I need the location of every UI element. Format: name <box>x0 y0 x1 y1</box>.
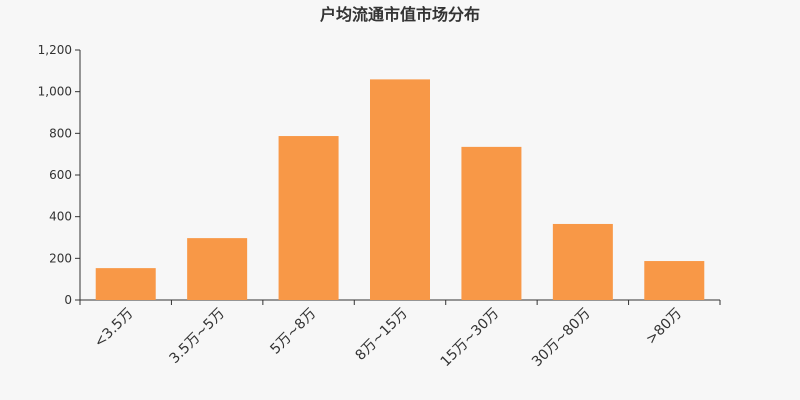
bar-1 <box>187 238 248 300</box>
x-tick-label: 8万~15万 <box>353 306 411 364</box>
x-tick-label: >80万 <box>643 306 685 348</box>
chart-title: 户均流通市值市场分布 <box>320 5 480 24</box>
y-tick-label: 800 <box>49 126 72 140</box>
x-tick-label: 30万~80万 <box>529 306 594 371</box>
bar-6 <box>644 261 705 300</box>
x-tick-label: 3.5万~5万 <box>167 306 228 367</box>
y-tick-label: 0 <box>64 293 72 307</box>
y-axis: 0 200 400 600 800 1,000 1,200 <box>38 43 81 307</box>
y-tick-label: 1,000 <box>38 85 72 99</box>
x-tick-label: 15万~30万 <box>438 306 503 371</box>
y-tick-label: 400 <box>49 210 72 224</box>
y-tick-label: 200 <box>49 251 72 265</box>
bar-3 <box>370 79 430 300</box>
bar-4 <box>461 146 522 300</box>
bar-0 <box>95 268 156 300</box>
bars <box>95 79 705 300</box>
x-axis: <3.5万 3.5万~5万 5万~8万 8万~15万 15万~30万 30万~80万 >80… <box>79 299 721 371</box>
x-tick-label: 5万~8万 <box>267 306 319 358</box>
y-tick-label: 600 <box>49 168 72 182</box>
bar-2 <box>278 136 339 300</box>
y-tick-label: 1,200 <box>38 43 72 57</box>
bar-5 <box>552 223 613 300</box>
x-tick-label: <3.5万 <box>91 306 136 351</box>
